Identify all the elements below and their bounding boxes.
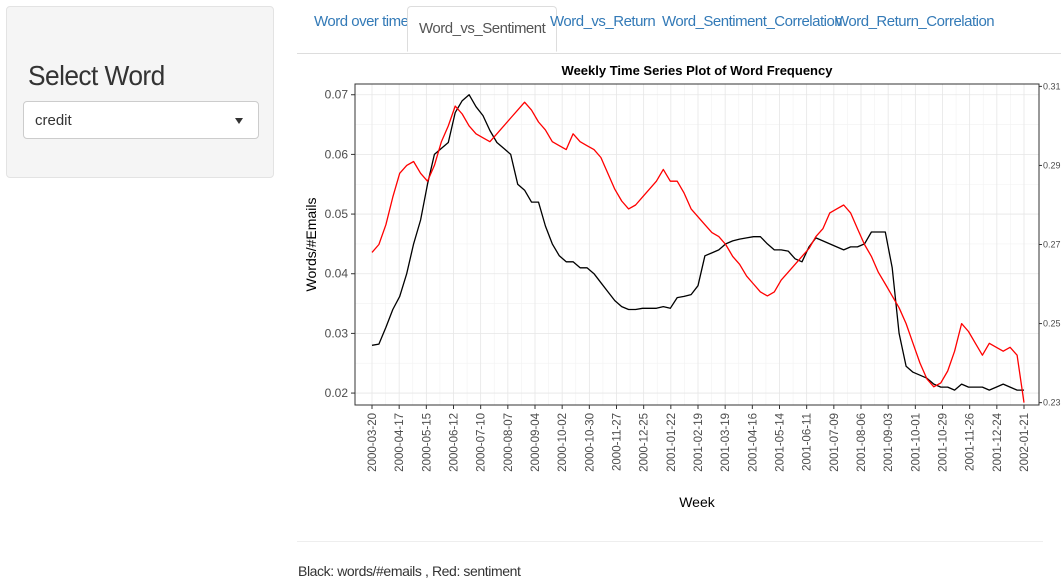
x-tick-label: 2000-04-17	[394, 413, 406, 472]
x-tick-label: 2001-05-14	[775, 412, 787, 471]
chart-background	[297, 56, 1061, 516]
x-tick-label: 2001-10-29	[938, 413, 950, 472]
x-tick-label: 2000-05-15	[421, 413, 433, 472]
chart-grid	[355, 84, 1039, 405]
y-right-tick-label: 0.25	[1043, 319, 1061, 329]
y-left-tick-label: 0.05	[325, 207, 349, 221]
x-tick-label: 2000-11-27	[612, 413, 624, 471]
tab-word-vs-sentiment[interactable]: Word_vs_Sentiment	[407, 6, 558, 52]
tab-bar: Word over time Word_vs_Sentiment Word_vs…	[297, 0, 1061, 54]
x-tick-label: 2000-10-30	[584, 413, 596, 472]
y-left-tick-label: 0.03	[325, 326, 349, 340]
word-select[interactable]: credit	[23, 101, 259, 139]
series-line-words-per-email	[371, 94, 1024, 391]
x-tick-label: 2000-12-25	[639, 413, 651, 472]
select-word-heading: Select Word	[28, 60, 165, 91]
section-divider	[297, 541, 1043, 542]
chart-series	[371, 94, 1025, 403]
x-tick-label: 2002-01-21	[1019, 413, 1031, 472]
x-tick-label: 2001-07-09	[829, 413, 841, 472]
tab-word-over-time[interactable]: Word over time	[314, 13, 409, 30]
x-tick-label: 2001-02-19	[693, 413, 705, 472]
y-left-tick-label: 0.07	[325, 88, 349, 102]
x-tick-label: 2000-08-07	[503, 413, 515, 472]
x-tick-label: 2000-09-04	[530, 412, 542, 471]
x-tick-label: 2000-06-12	[449, 413, 461, 472]
x-tick-label: 2001-08-06	[856, 413, 868, 472]
word-sentiment-chart: 0.02 0.03 0.04 0.05 0.06 0.07 0.23 0.25 0.27 0.29…	[297, 56, 1061, 516]
x-tick-label: 2001-10-01	[910, 413, 922, 472]
x-tick-label: 2001-04-16	[747, 413, 759, 472]
sidebar-panel: Select Word credit	[6, 6, 274, 178]
x-tick-label: 2001-11-26	[965, 413, 977, 471]
y-left-tick-label: 0.06	[325, 147, 349, 161]
tab-word-return-correlation[interactable]: Word_Return_Correlation	[835, 13, 995, 30]
y-left-tick-label: 0.02	[325, 386, 349, 400]
caret-down-icon	[235, 118, 243, 124]
x-tick-label: 2001-12-24	[992, 412, 1004, 471]
y-right-tick-label: 0.31	[1043, 81, 1061, 91]
tab-word-sentiment-correlation[interactable]: Word_Sentiment_Correlation	[662, 13, 843, 30]
tab-word-vs-return[interactable]: Word_vs_Return	[550, 13, 656, 30]
chart-title: Weekly Time Series Plot of Word Frequenc…	[562, 63, 834, 78]
y-left-tick-label: 0.04	[325, 267, 349, 281]
x-tick-label: 2000-03-20	[367, 413, 379, 472]
chart-axes: 0.02 0.03 0.04 0.05 0.06 0.07 0.23 0.25 0.27 0.29…	[325, 81, 1061, 471]
y-right-tick-label: 0.29	[1043, 160, 1061, 170]
x-axis-label: Week	[679, 494, 716, 510]
legend-note: Black: words/#emails , Red: sentiment	[298, 563, 521, 579]
x-tick-label: 2001-03-19	[720, 413, 732, 472]
x-tick-label: 2001-01-22	[666, 413, 678, 472]
y-right-tick-label: 0.23	[1043, 398, 1061, 408]
x-tick-label: 2001-09-03	[883, 413, 895, 472]
x-tick-label: 2000-10-02	[557, 413, 569, 472]
y-right-tick-label: 0.27	[1043, 240, 1061, 250]
x-tick-label: 2001-06-11	[802, 413, 814, 471]
x-tick-label: 2000-07-10	[476, 413, 488, 472]
word-select-value: credit	[35, 112, 72, 129]
series-line-sentiment	[371, 101, 1025, 403]
y-axis-label: Words/#Emails	[303, 198, 319, 292]
